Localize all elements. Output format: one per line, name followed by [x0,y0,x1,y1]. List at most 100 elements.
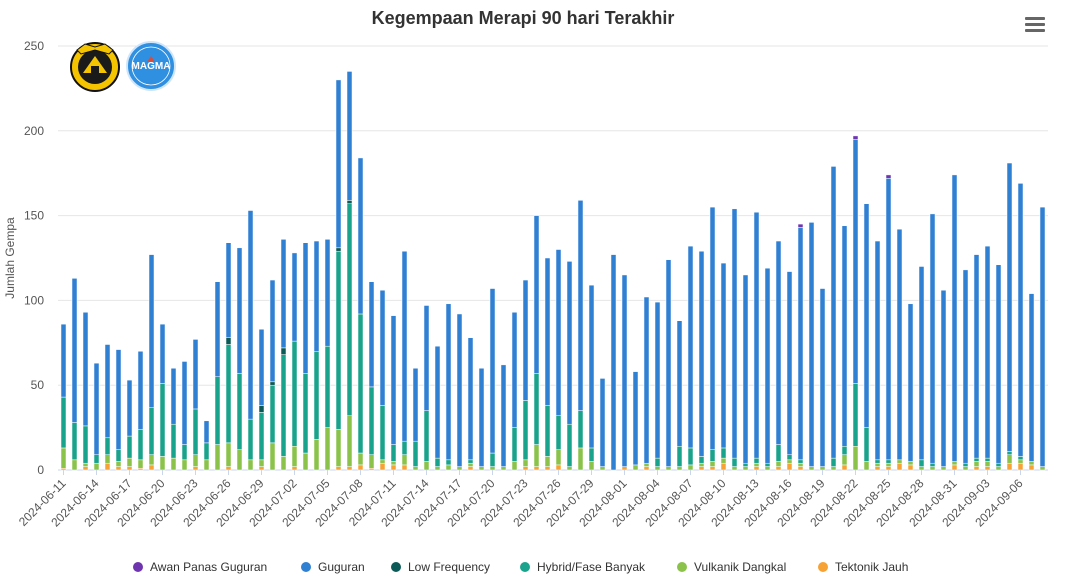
bar-stack[interactable] [412,367,419,471]
bar-segment[interactable] [170,423,177,459]
bar-segment[interactable] [852,446,859,471]
bar-stack[interactable] [687,245,694,471]
bar-stack[interactable] [698,250,705,471]
bar-stack[interactable] [995,264,1002,471]
bar-segment[interactable] [852,135,859,140]
bar-stack[interactable] [907,303,914,471]
bar-segment[interactable] [764,462,771,467]
bar-segment[interactable] [643,466,650,471]
bar-stack[interactable] [654,301,661,471]
bar-segment[interactable] [225,466,232,471]
bar-segment[interactable] [203,420,210,444]
bar-stack[interactable] [1039,206,1046,471]
bar-segment[interactable] [214,444,221,471]
bar-segment[interactable] [368,454,375,469]
bar-segment[interactable] [555,449,562,466]
bar-segment[interactable] [104,437,111,455]
bar-segment[interactable] [60,396,67,449]
bar-segment[interactable] [995,264,1002,464]
bar-segment[interactable] [588,284,595,449]
bar-segment[interactable] [984,457,991,462]
bar-segment[interactable] [896,459,903,464]
bar-segment[interactable] [984,461,991,467]
bar-segment[interactable] [1039,466,1046,471]
bar-segment[interactable] [302,452,309,471]
bar-stack[interactable] [93,362,100,471]
bar-segment[interactable] [654,301,661,459]
hamburger-menu-icon[interactable] [1025,14,1045,32]
bar-segment[interactable] [709,206,716,450]
bar-segment[interactable] [71,278,78,423]
bar-segment[interactable] [555,415,562,450]
bar-segment[interactable] [236,247,243,374]
bar-segment[interactable] [544,466,551,471]
bar-segment[interactable] [632,371,639,466]
bar-segment[interactable] [544,456,551,467]
bar-segment[interactable] [1006,462,1013,471]
bar-segment[interactable] [258,405,265,413]
bar-segment[interactable] [93,454,100,464]
bar-segment[interactable] [291,466,298,471]
bar-segment[interactable] [896,462,903,471]
bar-segment[interactable] [731,457,738,467]
bar-segment[interactable] [830,466,837,471]
bar-segment[interactable] [368,281,375,388]
bar-stack[interactable] [269,279,276,471]
bar-stack[interactable] [863,203,870,471]
bar-segment[interactable] [621,466,628,471]
bar-segment[interactable] [698,466,705,471]
bar-segment[interactable] [423,305,430,411]
bar-segment[interactable] [115,349,122,450]
bar-segment[interactable] [885,466,892,471]
bar-stack[interactable] [137,351,144,471]
legend-item[interactable]: Guguran [301,560,365,574]
bar-segment[interactable] [511,312,518,428]
bar-segment[interactable] [434,466,441,471]
bar-stack[interactable] [951,174,958,471]
bar-segment[interactable] [280,347,287,355]
bar-segment[interactable] [940,466,947,471]
bar-stack[interactable] [423,305,430,471]
bar-stack[interactable] [192,339,199,471]
bar-stack[interactable] [621,274,628,471]
bar-segment[interactable] [60,468,67,471]
bar-segment[interactable] [1017,456,1024,461]
bar-segment[interactable] [357,464,364,471]
bar-segment[interactable] [225,344,232,444]
bar-segment[interactable] [324,239,331,347]
bar-segment[interactable] [434,345,441,459]
bar-segment[interactable] [753,211,760,459]
bar-segment[interactable] [566,423,573,467]
bar-segment[interactable] [643,462,650,467]
bar-segment[interactable] [544,257,551,406]
bar-segment[interactable] [731,466,738,471]
bar-stack[interactable] [588,284,595,471]
bar-segment[interactable] [181,459,188,471]
bar-segment[interactable] [665,466,672,471]
bar-stack[interactable] [896,228,903,471]
bar-segment[interactable] [500,466,507,471]
bar-segment[interactable] [731,208,738,459]
bar-segment[interactable] [82,425,89,464]
bar-segment[interactable] [247,210,254,420]
legend-item[interactable]: Hybrid/Fase Banyak [520,560,645,574]
bar-segment[interactable] [467,337,474,461]
bar-segment[interactable] [148,454,155,466]
bar-segment[interactable] [786,271,793,455]
bar-segment[interactable] [115,449,122,462]
bar-segment[interactable] [808,222,815,467]
bar-stack[interactable] [500,364,507,471]
bar-stack[interactable] [489,288,496,471]
bar-segment[interactable] [863,203,870,428]
bar-segment[interactable] [995,466,1002,471]
bar-segment[interactable] [258,328,265,406]
bar-segment[interactable] [357,157,364,315]
bar-segment[interactable] [643,296,650,464]
bar-segment[interactable] [566,261,573,425]
bar-segment[interactable] [665,259,672,467]
bar-segment[interactable] [1028,293,1035,462]
bar-segment[interactable] [170,367,177,425]
bar-segment[interactable] [808,466,815,471]
bar-stack[interactable] [555,249,562,471]
bar-segment[interactable] [247,459,254,471]
